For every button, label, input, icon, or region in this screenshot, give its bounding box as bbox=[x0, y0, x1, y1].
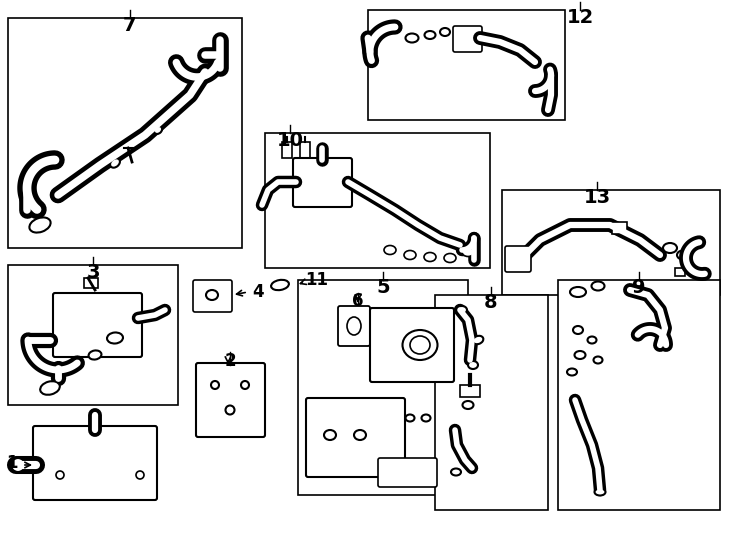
Ellipse shape bbox=[462, 247, 474, 256]
Bar bbox=[282, 142, 292, 158]
Bar bbox=[8, 18, 242, 248]
Ellipse shape bbox=[570, 287, 586, 297]
Bar bbox=[435, 295, 548, 510]
Ellipse shape bbox=[211, 381, 219, 389]
Text: 1: 1 bbox=[7, 454, 18, 472]
Bar bbox=[265, 133, 490, 268]
FancyBboxPatch shape bbox=[196, 363, 265, 437]
FancyBboxPatch shape bbox=[293, 158, 352, 207]
Ellipse shape bbox=[663, 243, 677, 253]
Bar bbox=[8, 265, 178, 405]
Ellipse shape bbox=[206, 290, 218, 300]
Ellipse shape bbox=[457, 306, 467, 314]
Ellipse shape bbox=[677, 251, 689, 260]
Text: 9: 9 bbox=[632, 278, 646, 297]
Ellipse shape bbox=[324, 430, 336, 440]
Ellipse shape bbox=[468, 361, 478, 369]
Ellipse shape bbox=[405, 415, 415, 422]
Ellipse shape bbox=[354, 430, 366, 440]
Ellipse shape bbox=[225, 406, 234, 415]
Ellipse shape bbox=[11, 458, 25, 472]
FancyBboxPatch shape bbox=[33, 426, 157, 500]
Bar bbox=[612, 222, 627, 234]
Text: 10: 10 bbox=[277, 131, 303, 150]
Ellipse shape bbox=[451, 469, 461, 476]
Text: 2: 2 bbox=[224, 352, 236, 370]
FancyBboxPatch shape bbox=[453, 26, 482, 52]
Ellipse shape bbox=[424, 31, 435, 39]
Ellipse shape bbox=[567, 368, 577, 375]
Text: 11: 11 bbox=[305, 271, 328, 289]
Ellipse shape bbox=[410, 336, 430, 354]
Ellipse shape bbox=[575, 351, 586, 359]
FancyBboxPatch shape bbox=[53, 293, 142, 357]
Ellipse shape bbox=[110, 158, 120, 168]
Ellipse shape bbox=[404, 251, 416, 260]
Bar bbox=[368, 10, 565, 120]
Ellipse shape bbox=[595, 489, 606, 496]
Ellipse shape bbox=[29, 218, 51, 233]
Text: 13: 13 bbox=[584, 188, 611, 207]
Ellipse shape bbox=[424, 253, 436, 261]
FancyBboxPatch shape bbox=[378, 458, 437, 487]
Ellipse shape bbox=[473, 336, 484, 344]
Ellipse shape bbox=[402, 330, 437, 360]
Ellipse shape bbox=[107, 333, 123, 343]
Ellipse shape bbox=[271, 280, 289, 290]
Ellipse shape bbox=[594, 356, 603, 363]
Ellipse shape bbox=[136, 471, 144, 479]
Bar bbox=[558, 280, 720, 510]
Text: 4: 4 bbox=[252, 283, 264, 301]
Ellipse shape bbox=[56, 471, 64, 479]
Text: 3: 3 bbox=[87, 263, 100, 282]
Ellipse shape bbox=[444, 253, 456, 262]
Ellipse shape bbox=[592, 281, 605, 291]
Text: 8: 8 bbox=[484, 293, 498, 312]
Bar bbox=[84, 278, 98, 288]
Text: 12: 12 bbox=[567, 8, 594, 27]
Ellipse shape bbox=[405, 33, 418, 43]
Ellipse shape bbox=[573, 326, 583, 334]
Ellipse shape bbox=[462, 401, 473, 409]
Ellipse shape bbox=[587, 336, 597, 343]
Ellipse shape bbox=[154, 126, 162, 134]
FancyBboxPatch shape bbox=[505, 246, 531, 272]
FancyBboxPatch shape bbox=[193, 280, 232, 312]
FancyBboxPatch shape bbox=[338, 306, 370, 346]
Text: 5: 5 bbox=[377, 278, 390, 297]
Ellipse shape bbox=[241, 381, 249, 389]
FancyBboxPatch shape bbox=[306, 398, 405, 477]
Bar bbox=[298, 280, 468, 495]
Ellipse shape bbox=[440, 28, 450, 36]
Text: 6: 6 bbox=[352, 292, 364, 310]
Ellipse shape bbox=[40, 381, 59, 395]
Bar bbox=[300, 142, 310, 158]
Bar bbox=[502, 190, 720, 295]
Bar bbox=[675, 268, 685, 276]
Bar bbox=[460, 385, 480, 397]
FancyBboxPatch shape bbox=[370, 308, 454, 382]
Ellipse shape bbox=[89, 350, 101, 360]
Text: 7: 7 bbox=[123, 16, 137, 35]
Ellipse shape bbox=[421, 415, 431, 422]
Ellipse shape bbox=[384, 246, 396, 254]
Ellipse shape bbox=[347, 317, 361, 335]
